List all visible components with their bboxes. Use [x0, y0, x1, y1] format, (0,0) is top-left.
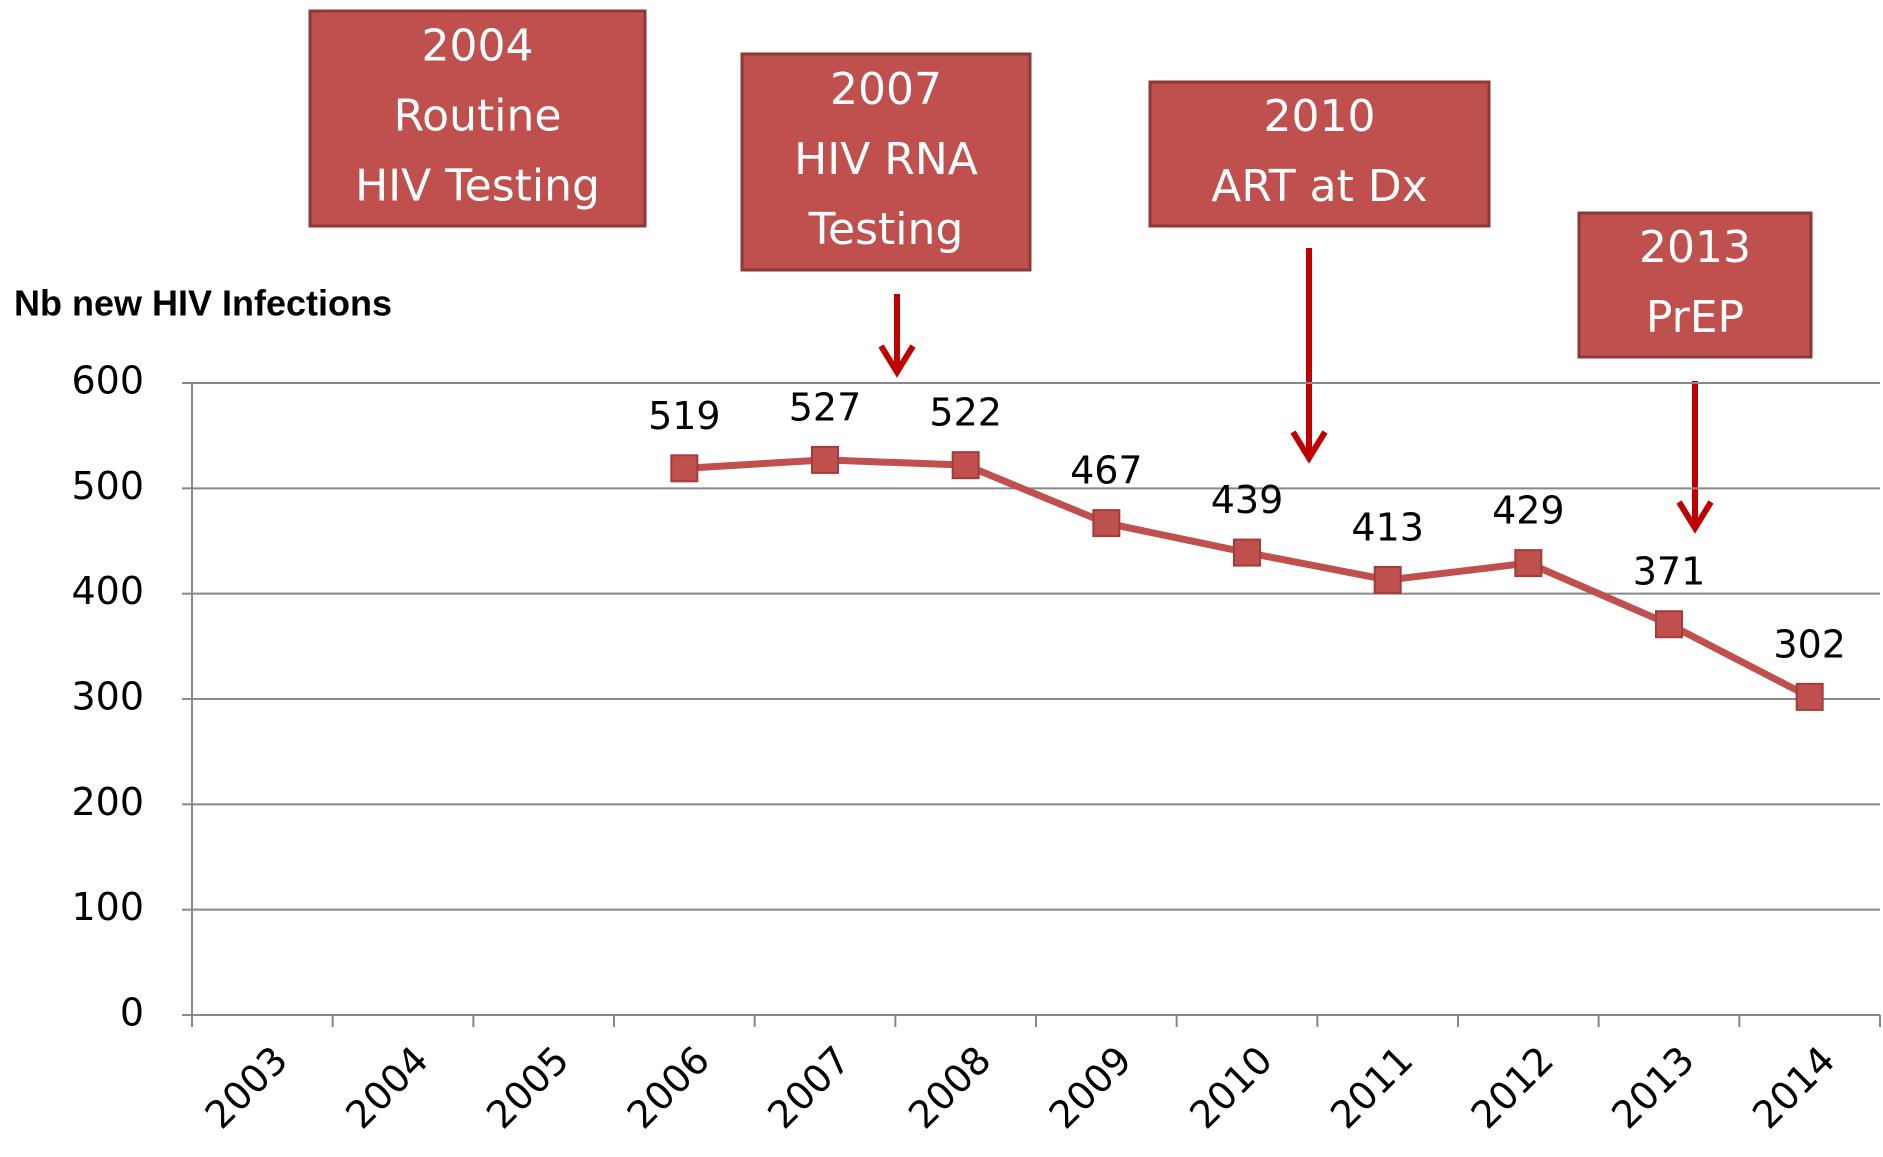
annotation-text: HIV RNA: [794, 134, 978, 185]
data-label: 527: [789, 385, 862, 429]
marker: [811, 445, 839, 474]
y-axis-label: Nb new HIV Infections: [14, 283, 392, 324]
annotation-text: 2004: [422, 21, 534, 72]
data-label: 429: [1492, 489, 1565, 533]
annotation-box: [1577, 211, 1813, 359]
x-tick-label: 2012: [1463, 1038, 1563, 1138]
annotation-box: [308, 9, 647, 228]
y-tick-label: 500: [71, 464, 144, 508]
x-tick-label: 2014: [1744, 1038, 1844, 1138]
annotation-text: 2010: [1264, 91, 1376, 142]
y-tick-label: 100: [71, 885, 144, 929]
annotation-text: 2013: [1639, 222, 1751, 273]
y-tick-label: 200: [71, 780, 144, 824]
x-tick-label: 2007: [759, 1038, 859, 1138]
x-tick-label: 2013: [1603, 1038, 1703, 1138]
data-label: 413: [1351, 505, 1424, 549]
y-tick-label: 0: [120, 991, 144, 1035]
x-tick-label: 2005: [478, 1038, 578, 1138]
data-label: 371: [1633, 550, 1706, 594]
marker: [1233, 538, 1261, 567]
y-tick-label: 300: [71, 675, 144, 719]
annotation-text: 2007: [830, 64, 942, 115]
x-tick-label: 2009: [1041, 1038, 1141, 1138]
marker: [1092, 509, 1121, 538]
data-label: 467: [1070, 449, 1143, 493]
marker: [1795, 682, 1824, 711]
marker: [1655, 610, 1683, 639]
annotation-text: Routine: [394, 91, 562, 142]
marker: [670, 454, 699, 483]
annotation-box: [740, 52, 1032, 272]
x-tick-label: 2004: [337, 1038, 437, 1138]
marker: [1373, 565, 1402, 594]
annotation-box: [1148, 80, 1491, 228]
marker: [951, 451, 980, 480]
x-tick-label: 2008: [900, 1038, 1000, 1138]
annotation-text: ART at Dx: [1211, 161, 1427, 212]
y-tick-label: 400: [71, 569, 144, 613]
arrows: [878, 248, 1714, 534]
y-tick-label: 600: [71, 359, 144, 403]
data-label: 519: [648, 394, 721, 438]
x-tick-label: 2010: [1181, 1038, 1281, 1138]
annotation-text: PrEP: [1646, 292, 1744, 343]
marker: [1514, 549, 1543, 578]
x-tick-label: 2003: [197, 1038, 297, 1138]
data-label: 439: [1211, 478, 1284, 522]
x-tick-label: 2011: [1322, 1038, 1422, 1138]
x-tick-label: 2006: [619, 1038, 719, 1138]
annotation-text: Testing: [808, 204, 964, 255]
data-label: 302: [1773, 622, 1846, 666]
annotation-text: HIV Testing: [355, 161, 600, 212]
data-label: 522: [929, 391, 1002, 435]
